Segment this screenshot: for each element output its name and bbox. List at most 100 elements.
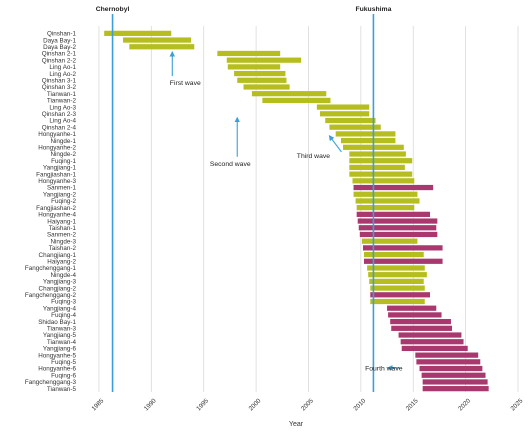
reactor-label-fangchenggang-3: Fangchenggang-3 [25, 379, 77, 386]
bar-yangjiang-3 [369, 278, 424, 285]
x-tick-label-1995: 1995 [195, 397, 210, 412]
bar-qinshan-1 [104, 30, 172, 36]
bar-ningde-2 [349, 151, 406, 157]
reactor-label-tianwan-4: Tianwan-4 [47, 339, 77, 346]
bar-taishan-1 [358, 225, 437, 231]
bar-hongyanhe-1 [335, 131, 396, 137]
reactor-label-fuqing-1: Fuqing-1 [51, 158, 76, 165]
bar-fangchenggang-2 [370, 292, 430, 298]
reactor-label-fuqing-2: Fuqing-2 [51, 198, 76, 205]
bar-fangjiashan-1 [349, 171, 413, 177]
reactor-label-changjiang-2: Changjiang-2 [39, 285, 77, 292]
reactor-label-fuqing-5: Fuqing-5 [51, 359, 76, 366]
bar-changjiang-1 [364, 251, 424, 258]
bar-qinshan-3-1 [237, 77, 287, 83]
bar-qinshan-2-3 [320, 111, 370, 117]
reactor-label-yangjiang-1: Yangjiang-1 [43, 165, 77, 172]
bar-fangjiashan-2 [356, 205, 415, 211]
reactor-label-changjiang-1: Changjiang-1 [39, 252, 77, 259]
bar-ling-ao-3 [316, 104, 370, 110]
reactor-label-ningde-3: Ningde-3 [50, 238, 76, 245]
bar-yangjiang-5 [398, 332, 462, 338]
bar-taishan-2 [362, 245, 443, 251]
bar-daya-bay-2 [129, 44, 195, 50]
reactor-label-fangchenggang-1: Fangchenggang-1 [25, 265, 77, 272]
bar-qinshan-2-2 [226, 57, 302, 63]
reactor-label-tianwan-3: Tianwan-3 [47, 326, 77, 333]
bar-tianwan-3 [391, 325, 452, 331]
x-tick-label-1985: 1985 [90, 397, 105, 412]
x-tick-label-2025: 2025 [510, 397, 525, 412]
reactor-label-shidao-bay-1: Shidao Bay-1 [38, 319, 76, 326]
bar-hongyanhe-4 [356, 211, 430, 217]
chernobyl-event-label: Chernobyl [96, 6, 130, 13]
reactor-label-fuqing-4: Fuqing-4 [51, 312, 76, 319]
bar-ling-ao-2 [234, 70, 286, 77]
third-wave-arrow [328, 135, 342, 153]
reactor-label-qinshan-3-1: Qinshan 3-1 [42, 77, 77, 84]
reactor-label-taishan-1: Taishan-1 [49, 225, 77, 232]
bar-yangjiang-2 [353, 191, 418, 197]
reactor-label-ling-ao-1: Ling Ao-1 [49, 64, 76, 71]
reactor-label-qinshan-1: Qinshan-1 [47, 31, 77, 38]
bar-fuqing-3 [370, 298, 425, 305]
wave-annotations: First wave Second wave Third wave Fourth wa… [169, 51, 403, 372]
reactor-label-sanmen-1: Sanmen-1 [47, 185, 77, 192]
bar-yangjiang-1 [349, 164, 405, 171]
bar-tianwan-5 [422, 386, 489, 392]
bar-fuqing-5 [416, 359, 481, 365]
bar-shidao-bay-1 [390, 318, 451, 325]
reactor-label-ling-ao-2: Ling Ao-2 [49, 71, 76, 78]
event-lines: Chernobyl Fukushima [96, 6, 392, 392]
bar-fangchenggang-3 [422, 379, 488, 385]
reactor-label-fangjiashan-1: Fangjiashan-1 [36, 171, 76, 178]
bar-fuqing-6 [421, 372, 486, 378]
reactor-label-yangjiang-2: Yangjiang-2 [43, 191, 77, 198]
reactor-label-hongyanhe-5: Hongyanhe-5 [38, 352, 76, 359]
reactor-label-hongyanhe-1: Hongyanhe-1 [38, 131, 76, 138]
fukushima-event-label: Fukushima [355, 6, 391, 13]
bar-ningde-3 [361, 238, 418, 244]
first-wave-label: First wave [170, 80, 201, 87]
reactor-label-tianwan-5: Tianwan-5 [47, 386, 77, 393]
bar-ling-ao-1 [227, 64, 281, 70]
bar-tianwan-1 [251, 91, 327, 97]
bar-qinshan-3-2 [243, 84, 290, 90]
x-axis-ticks: 1985 1990 1995 2000 2005 2010 2015 2020 2025 [90, 397, 524, 412]
bar-haiyang-1 [357, 218, 438, 224]
reactor-label-taishan-2: Taishan-2 [49, 245, 77, 252]
x-axis-title: Year [289, 421, 304, 428]
reactor-label-ningde-2: Ningde-2 [50, 151, 76, 158]
reactor-label-qinshan-2-2: Qinshan 2-2 [42, 57, 77, 64]
reactor-label-fangchenggang-2: Fangchenggang-2 [25, 292, 77, 299]
reactor-label-tianwan-2: Tianwan-2 [47, 98, 77, 105]
reactor-label-hongyanhe-2: Hongyanhe-2 [38, 145, 76, 152]
reactor-label-yangjiang-6: Yangjiang-6 [43, 346, 77, 353]
reactor-label-qinshan-3-2: Qinshan 3-2 [42, 84, 77, 91]
reactor-label-ling-ao-3: Ling Ao-3 [49, 104, 76, 111]
reactor-label-haiyang-2: Haiyang-2 [47, 258, 76, 265]
reactor-label-yangjiang-3: Yangjiang-3 [43, 279, 77, 286]
reactor-label-qinshan-2-1: Qinshan 2-1 [42, 51, 77, 58]
bar-ling-ao-4 [325, 117, 376, 124]
reactor-label-fuqing-3: Fuqing-3 [51, 299, 76, 306]
bar-hongyanhe-3 [352, 178, 415, 184]
bar-haiyang-2 [364, 258, 443, 264]
second-wave-label: Second wave [210, 161, 251, 168]
bar-changjiang-2 [370, 285, 425, 291]
bar-fuqing-4 [388, 312, 442, 318]
reactor-label-daya-bay-2: Daya Bay-2 [43, 44, 76, 51]
reactor-bars [104, 30, 489, 392]
bar-fuqing-2 [355, 198, 420, 204]
x-tick-label-2005: 2005 [300, 397, 315, 412]
bar-hongyanhe-6 [419, 365, 483, 372]
bar-tianwan-2 [262, 97, 331, 104]
reactor-label-haiyang-1: Haiyang-1 [47, 218, 76, 225]
reactor-label-ningde-4: Ningde-4 [50, 272, 76, 279]
fourth-wave-label: Fourth wave [365, 365, 403, 372]
reactor-label-qinshan-2-3: Qinshan 2-3 [42, 111, 77, 118]
bar-yangjiang-6 [401, 345, 468, 352]
reactor-label-hongyanhe-3: Hongyanhe-3 [38, 178, 76, 185]
